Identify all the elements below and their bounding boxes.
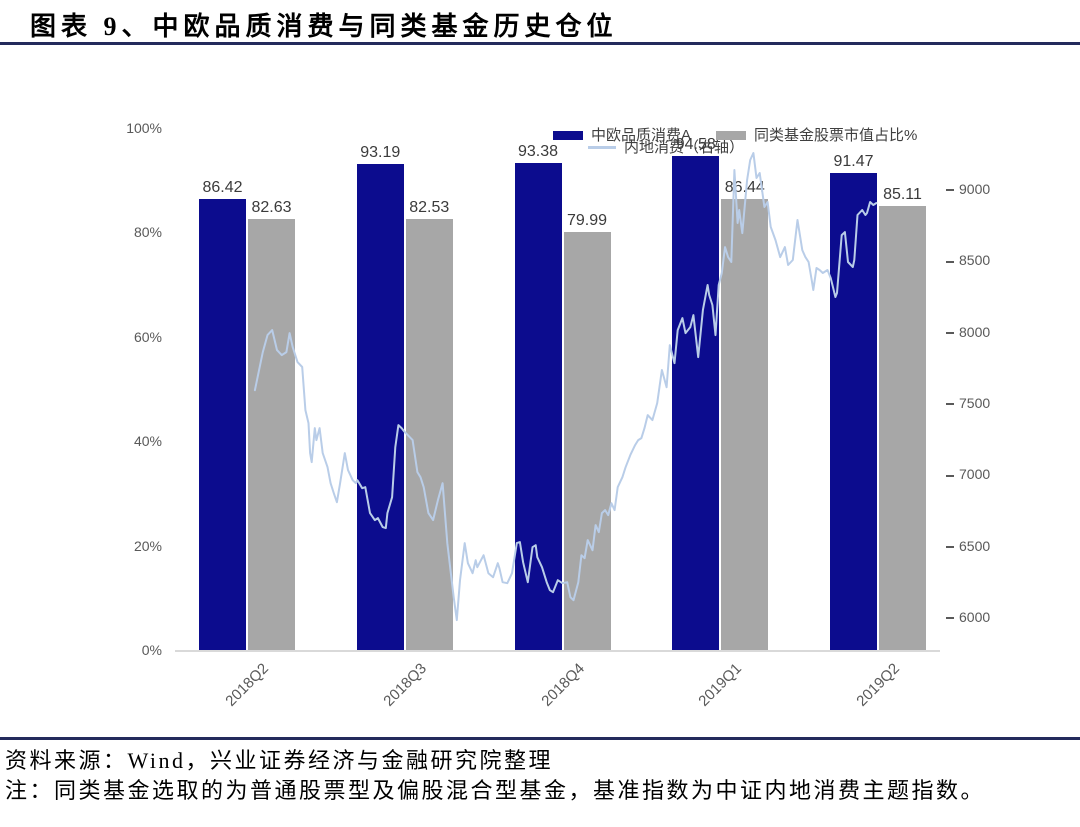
legend-label-fund: 中欧品质消费A bbox=[591, 127, 692, 144]
bar-value-label: 94.58 bbox=[675, 136, 716, 154]
right-tick-mark bbox=[946, 189, 954, 192]
bar-value-label: 79.99 bbox=[566, 212, 608, 230]
bar-value-label: 86.44 bbox=[724, 178, 765, 196]
figure-title: 图表 9、中欧品质消费与同类基金历史仓位 bbox=[30, 12, 618, 41]
right-tick-mark bbox=[946, 474, 954, 477]
bar-primary-2019Q1 bbox=[672, 156, 720, 650]
footer-rule bbox=[0, 737, 1080, 740]
left-axis-tick: 20% bbox=[133, 537, 162, 554]
x-axis-label-2018Q3: 2018Q3 bbox=[379, 660, 430, 710]
right-axis-tick: 9000 bbox=[946, 181, 990, 197]
left-axis-tick: 60% bbox=[133, 328, 162, 345]
bar-primary-2018Q4 bbox=[514, 162, 562, 650]
title-rule bbox=[0, 42, 1080, 45]
right-axis-tick: 8500 bbox=[946, 252, 990, 268]
legend-swatch-primary-bar bbox=[553, 131, 583, 140]
legend-item-fund: 中欧品质消费A bbox=[553, 127, 691, 144]
left-axis-tick: 0% bbox=[141, 642, 162, 658]
legend-label-peers: 同类基金股票市值占比% bbox=[754, 127, 918, 144]
right-axis-tick: 7500 bbox=[946, 395, 990, 411]
bar-secondary-2018Q3 bbox=[405, 219, 453, 650]
legend-item-index-line: 内地消费（右轴） bbox=[588, 139, 744, 156]
bar-secondary-2018Q2 bbox=[248, 218, 295, 650]
bar-secondary-2019Q2 bbox=[879, 205, 926, 650]
method-note: 注：同类基金选取的为普通股票型及偏股混合型基金，基准指数为中证内地消费主题指数。 bbox=[5, 778, 986, 803]
bar-primary-2018Q3 bbox=[356, 163, 404, 650]
bar-primary-2019Q2 bbox=[830, 172, 877, 650]
bar-value-label: 85.11 bbox=[883, 185, 922, 203]
bar-value-label: 82.53 bbox=[409, 199, 450, 217]
source-note: 资料来源：Wind，兴业证券经济与金融研究院整理 bbox=[5, 748, 553, 773]
right-tick-mark bbox=[946, 403, 954, 406]
right-tick-mark bbox=[946, 260, 954, 263]
bar-value-label: 93.38 bbox=[517, 142, 559, 160]
x-axis-label-2019Q1: 2019Q1 bbox=[695, 660, 746, 710]
bar-value-label: 91.47 bbox=[833, 152, 874, 170]
x-axis-label-2018Q2: 2018Q2 bbox=[222, 660, 273, 710]
bar-value-label: 93.19 bbox=[360, 143, 401, 161]
legend-swatch-line bbox=[588, 146, 616, 149]
combo-chart: 0% 20% 40% 60% 80% 100% 6000 6500 7000 7500 8000 8… bbox=[0, 60, 1080, 720]
legend-label-index: 内地消费（右轴） bbox=[624, 139, 745, 156]
x-axis-line bbox=[175, 650, 940, 652]
right-tick-mark bbox=[946, 545, 954, 548]
right-axis-tick: 7000 bbox=[946, 466, 990, 482]
left-axis-tick: 100% bbox=[126, 120, 162, 136]
left-axis-tick: 80% bbox=[133, 224, 162, 241]
legend-item-peers: 同类基金股票市值占比% bbox=[716, 127, 917, 144]
bar-secondary-2019Q1 bbox=[721, 198, 769, 650]
right-axis-tick: 8000 bbox=[946, 324, 990, 340]
right-tick-mark bbox=[946, 331, 954, 334]
legend-swatch-secondary-bar bbox=[716, 131, 746, 140]
left-axis-tick: 40% bbox=[133, 433, 162, 450]
right-tick-mark bbox=[946, 617, 954, 620]
bar-secondary-2018Q4 bbox=[563, 232, 611, 650]
x-axis-label-2018Q4: 2018Q4 bbox=[537, 660, 588, 710]
bar-primary-2018Q2 bbox=[199, 198, 246, 650]
right-axis-tick: 6000 bbox=[946, 609, 990, 625]
x-axis-label-2019Q2: 2019Q2 bbox=[853, 660, 904, 710]
bar-value-label: 86.42 bbox=[202, 178, 243, 196]
bar-value-label: 82.63 bbox=[251, 198, 292, 216]
right-axis-tick: 6500 bbox=[946, 538, 990, 554]
